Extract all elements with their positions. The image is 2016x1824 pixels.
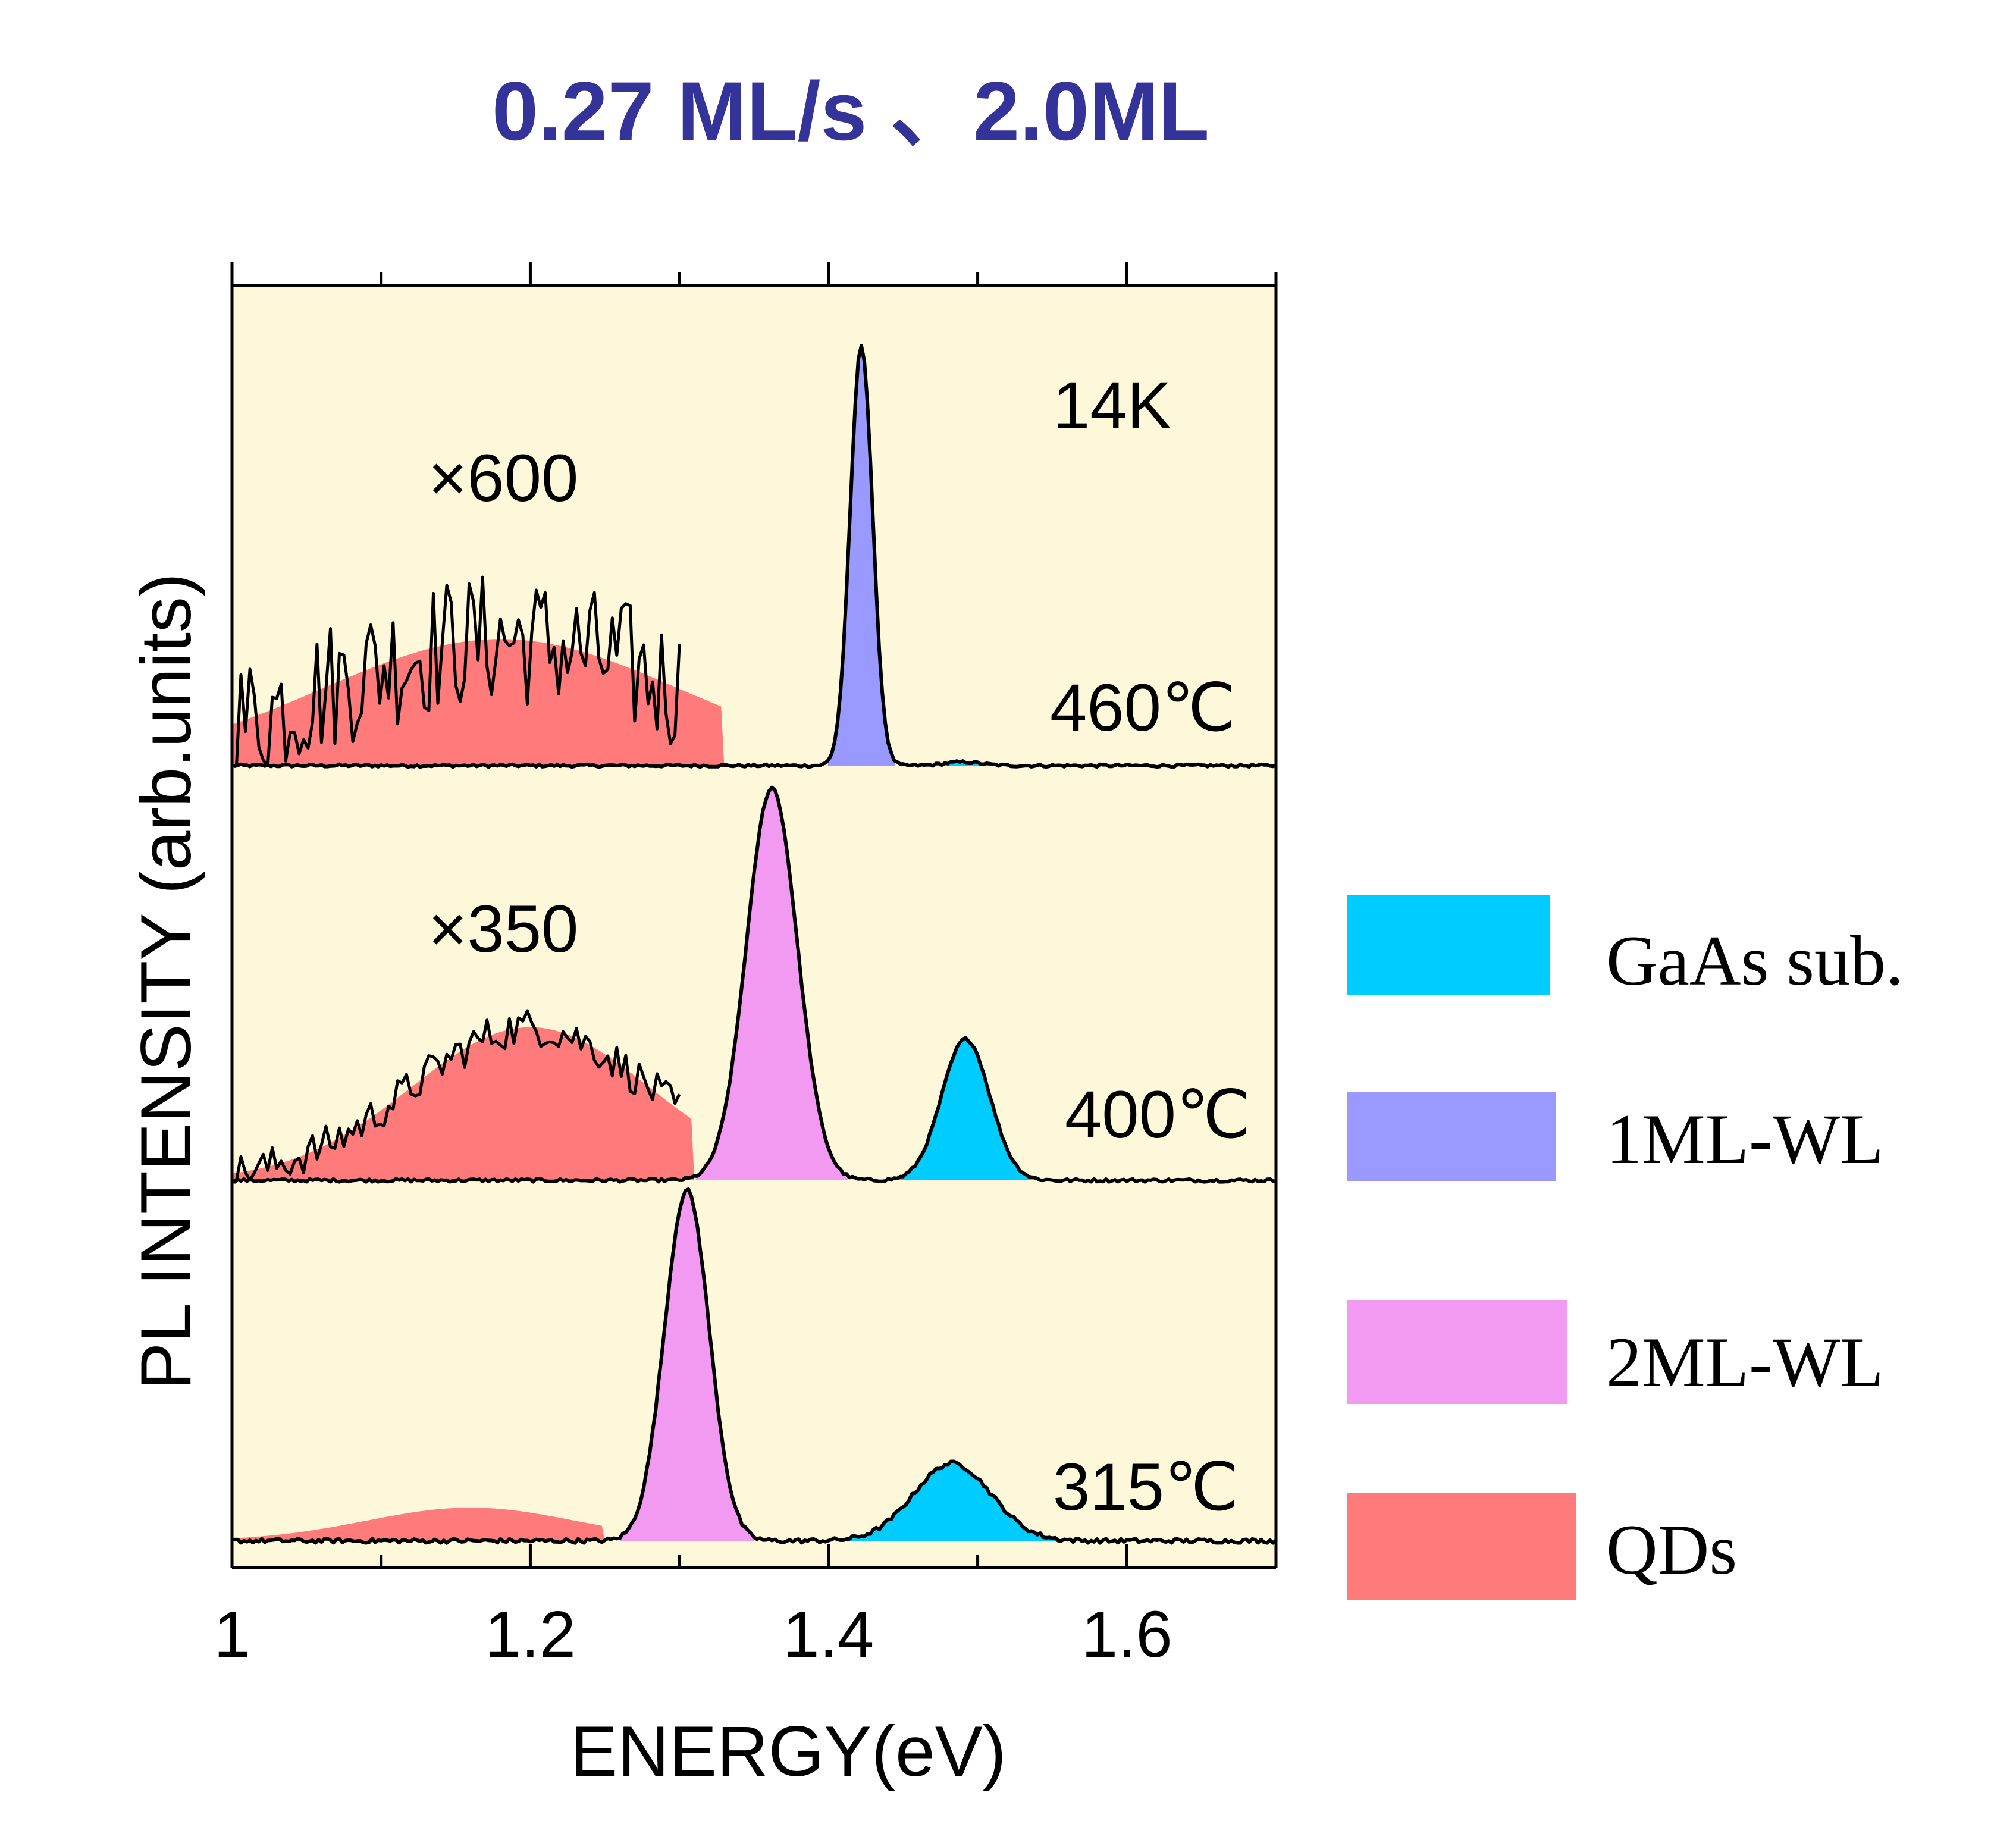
qd-fill-400 <box>232 1027 695 1180</box>
series-label-460: 460℃ <box>1050 670 1236 745</box>
legend-swatch-2ml-wl <box>1347 1300 1567 1404</box>
legend-swatch-1ml-wl <box>1347 1092 1556 1181</box>
series-label-400: 400℃ <box>1065 1077 1251 1152</box>
x-tick-label: 1.2 <box>485 1598 576 1671</box>
spectrum-line-460 <box>231 344 1277 769</box>
spectrum-line-315 <box>231 1187 1278 1545</box>
magnification-label-350: ×350 <box>428 892 578 966</box>
y-axis-label: PL INTENSITY (arb.units) <box>126 573 206 1390</box>
legend-swatch-qds <box>1347 1493 1576 1600</box>
x-tick-label: 1 <box>214 1598 250 1671</box>
magnification-label-600: ×600 <box>428 441 578 515</box>
gaas-fill-315 <box>836 1463 1069 1541</box>
x-tick-label: 1.6 <box>1081 1598 1172 1671</box>
spectra-fills <box>232 345 1069 1541</box>
qd-fill-315 <box>232 1508 605 1541</box>
spectrum-line-400 <box>231 785 1277 1184</box>
chart-title: 0.27 ML/s 、2.0ML <box>492 64 1209 158</box>
axes <box>230 284 1278 1569</box>
x-axis-ticks: 1 1.2 1.4 1.6 <box>214 262 1278 1671</box>
legend-label-gaas: GaAs sub. <box>1606 921 1904 1000</box>
x-axis-label: ENERGY(eV) <box>570 1712 1006 1791</box>
x-tick-label: 1.4 <box>783 1598 874 1671</box>
legend: GaAs sub. 1ML-WL 2ML-WL QDs <box>1347 895 1904 1600</box>
series-label-315: 315℃ <box>1053 1450 1239 1524</box>
spectra-lines <box>231 344 1278 1545</box>
gaas-fill-400 <box>894 1039 1037 1180</box>
legend-label-qds: QDs <box>1606 1510 1737 1589</box>
wl2-fill-315 <box>619 1190 754 1541</box>
legend-swatch-gaas <box>1347 895 1550 995</box>
qd-magnified-trace-400 <box>232 1009 681 1182</box>
wl2-fill-400 <box>695 788 848 1180</box>
temperature-label: 14K <box>1053 368 1171 443</box>
legend-label-1ml-wl: 1ML-WL <box>1606 1099 1884 1179</box>
legend-label-2ml-wl: 2ML-WL <box>1606 1322 1884 1402</box>
qd-magnified-trace-460 <box>232 575 681 767</box>
wl1-fill-460 <box>827 345 895 766</box>
